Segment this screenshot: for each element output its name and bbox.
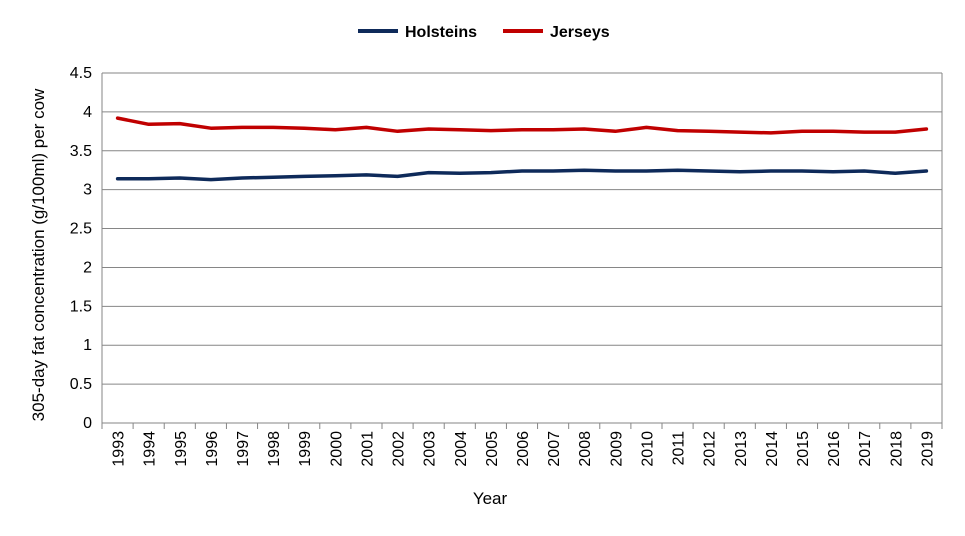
x-tick-label: 2019 xyxy=(919,431,936,467)
x-tick-label: 2001 xyxy=(359,431,376,467)
gridlines xyxy=(101,72,943,424)
x-tick-label: 2005 xyxy=(484,431,501,467)
legend: Holsteins Jerseys xyxy=(358,24,610,41)
x-axis-title: Year xyxy=(473,489,508,508)
x-axis: 1993 1994 1995 1996 1997 1998 1999 2000 2001 2002… xyxy=(101,423,943,467)
x-tick-label: 2000 xyxy=(328,431,345,467)
y-tick-label: 1.5 xyxy=(70,298,92,315)
x-tick-label: 1996 xyxy=(204,431,221,467)
x-tick-label: 2012 xyxy=(702,431,719,467)
x-tick-label: 2016 xyxy=(826,431,843,467)
x-tick-label: 1995 xyxy=(173,431,190,467)
y-tick-label: 0.5 xyxy=(70,376,92,393)
x-tick-label: 2002 xyxy=(391,431,408,467)
x-tick-label: 2014 xyxy=(764,431,781,467)
y-tick-label: 1 xyxy=(83,337,92,354)
x-tick-label: 1994 xyxy=(142,431,159,467)
legend-label-jerseys: Jerseys xyxy=(550,24,610,41)
series-line-holsteins xyxy=(115,168,929,182)
y-tick-label: 3.5 xyxy=(70,143,92,160)
x-tick-label: 1997 xyxy=(235,431,252,467)
x-tick-label: 2018 xyxy=(888,431,905,467)
y-tick-label: 4 xyxy=(83,104,92,121)
x-tick-label: 2007 xyxy=(546,431,563,467)
y-tick-label: 4.5 xyxy=(70,65,92,82)
y-axis-title: 305-day fat concentration (g/100ml) per … xyxy=(29,88,48,421)
x-tick-label: 2011 xyxy=(671,431,688,466)
x-tick-label: 2015 xyxy=(795,431,812,467)
x-tick-label: 2013 xyxy=(733,431,750,467)
x-tick-label: 1993 xyxy=(111,431,128,467)
series-line-jerseys xyxy=(115,116,929,135)
legend-label-holsteins: Holsteins xyxy=(405,24,477,41)
y-tick-label: 3 xyxy=(83,182,92,199)
x-tick-label: 2008 xyxy=(577,431,594,467)
series-lines xyxy=(115,116,929,182)
y-tick-label: 2 xyxy=(83,259,92,276)
x-tick-label: 2017 xyxy=(857,431,874,467)
y-axis-ticks: 0 0.5 1 1.5 2 2.5 3 3.5 4 4.5 xyxy=(70,65,92,432)
x-tick-label: 1998 xyxy=(266,431,283,467)
y-tick-label: 0 xyxy=(83,415,92,432)
x-tick-label: 2009 xyxy=(608,431,625,467)
x-tick-label: 2003 xyxy=(422,431,439,467)
x-tick-label: 2004 xyxy=(453,431,470,467)
x-tick-label: 2006 xyxy=(515,431,532,467)
x-tick-label: 2010 xyxy=(639,431,656,467)
x-tick-label: 1999 xyxy=(297,431,314,467)
y-tick-label: 2.5 xyxy=(70,221,92,238)
